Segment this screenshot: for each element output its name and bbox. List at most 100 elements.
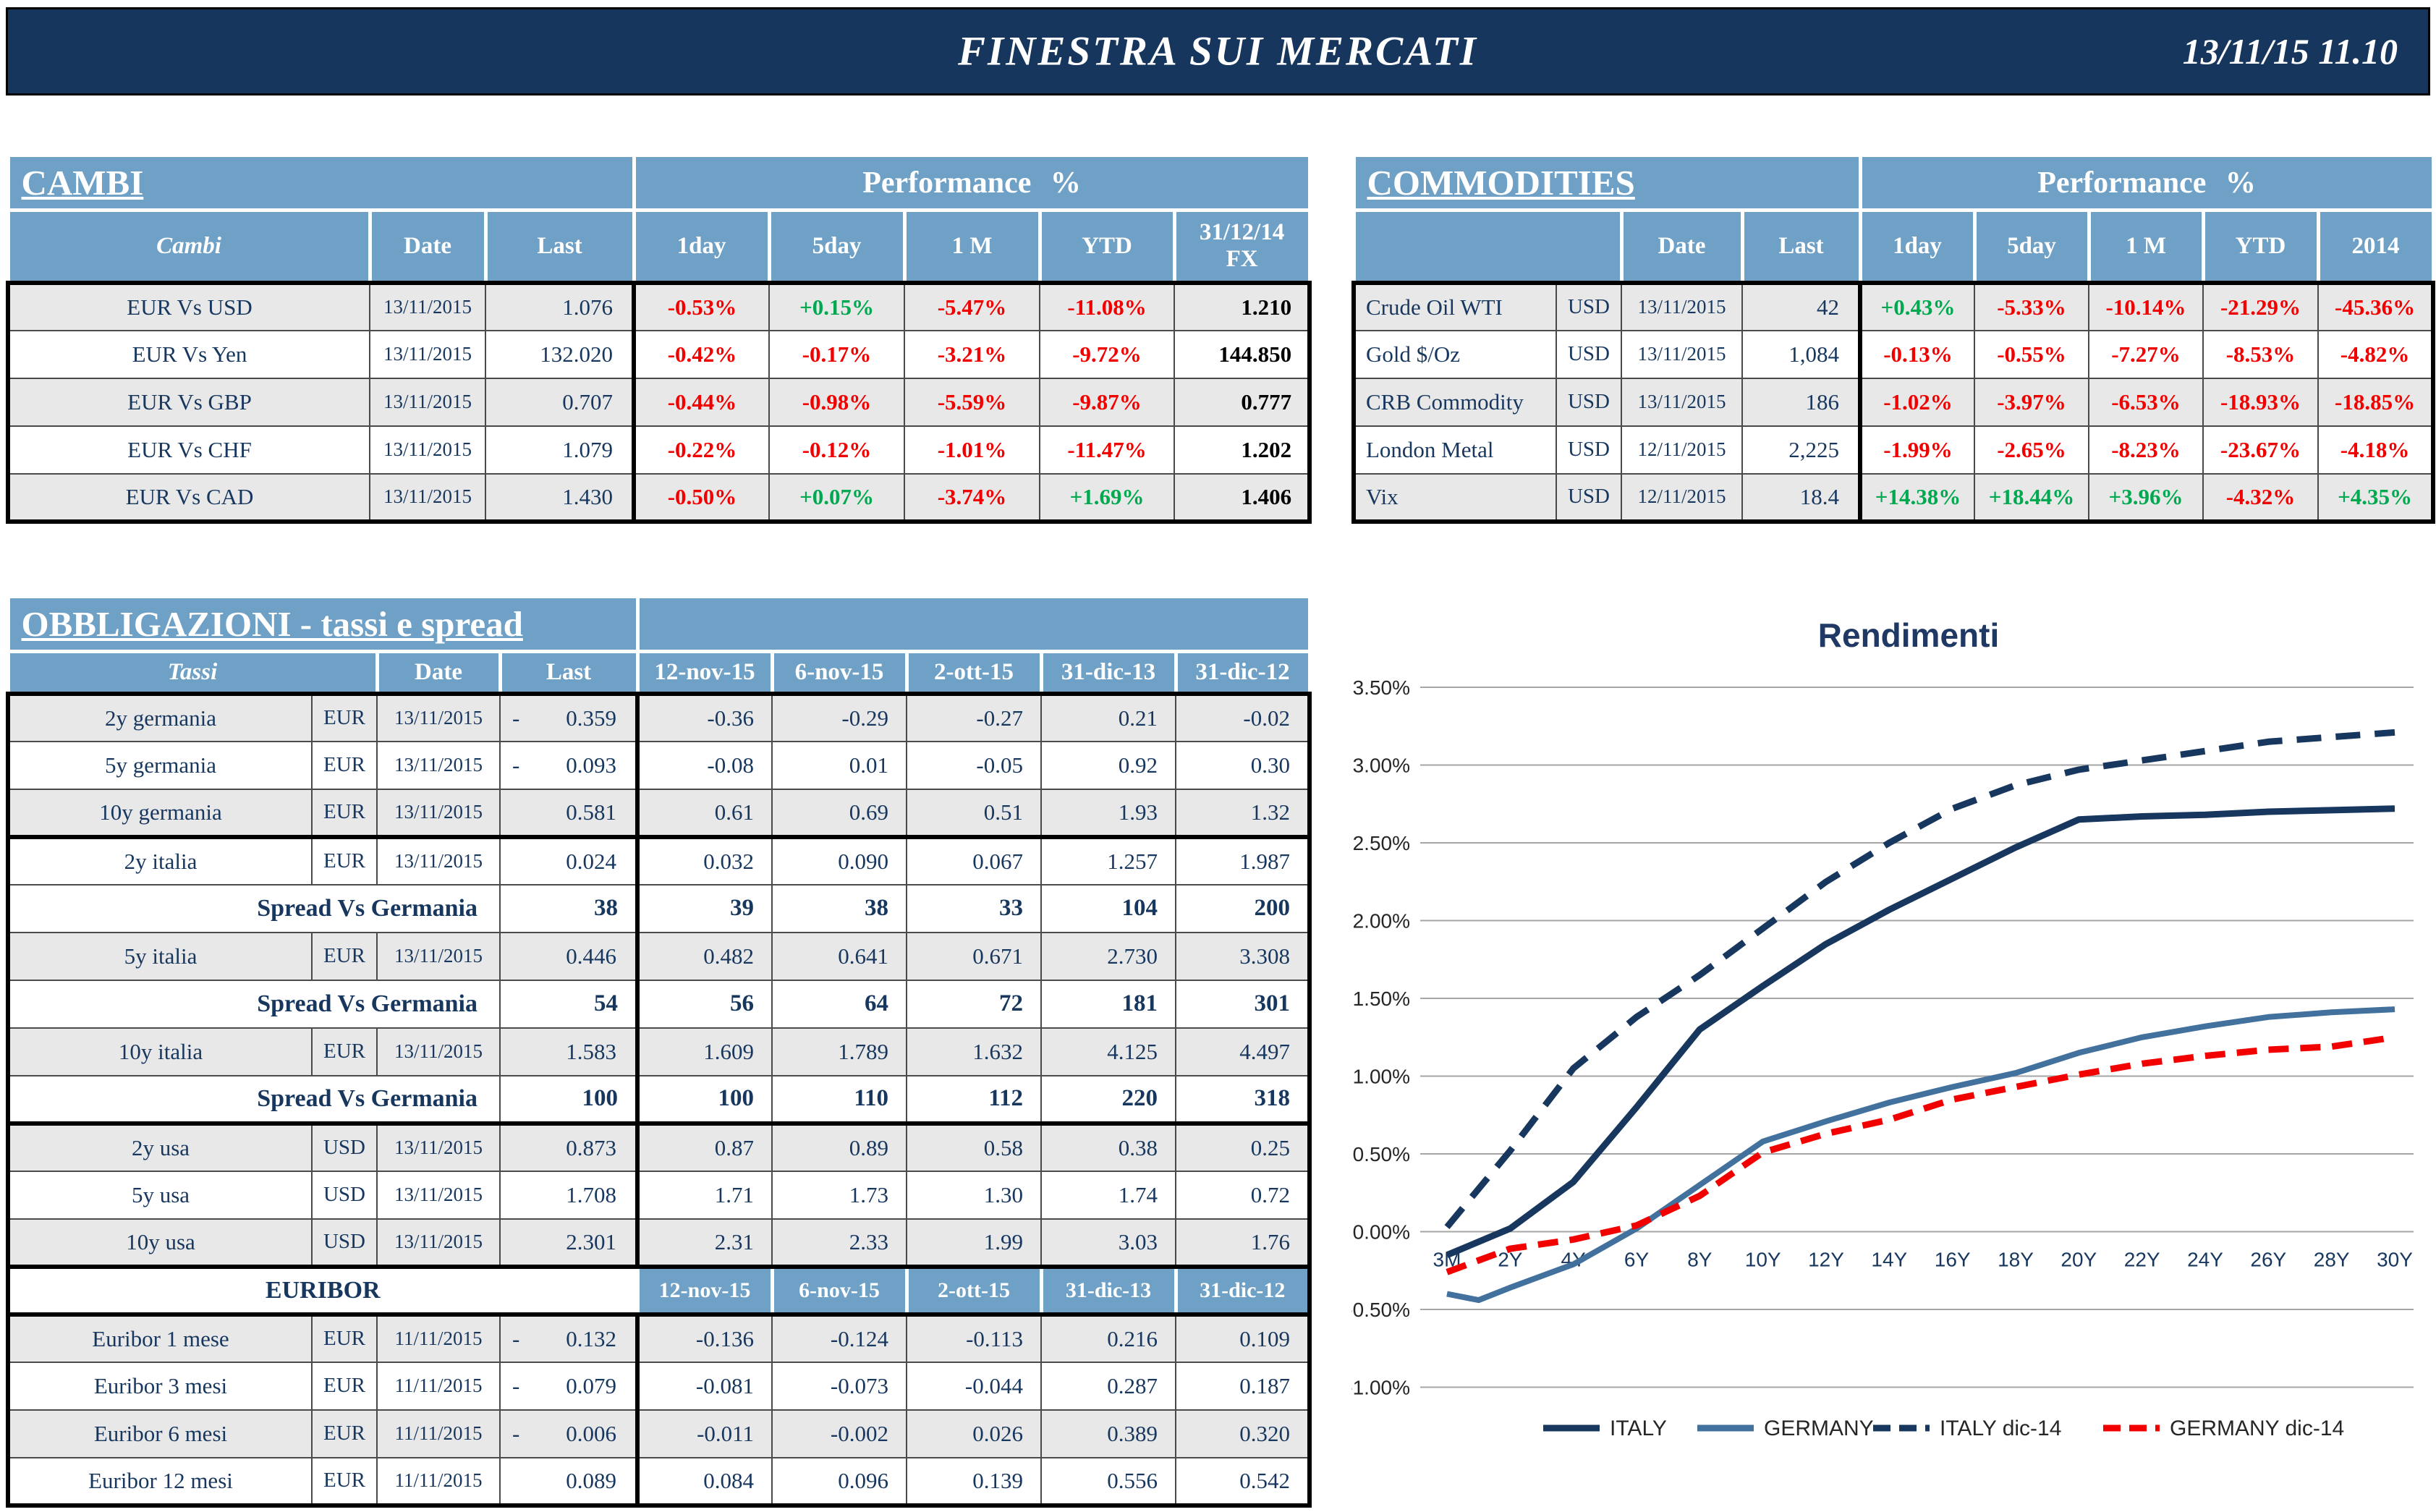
cell-date: 13/11/2015 (376, 1170, 501, 1220)
cell-value: 0.287 (1040, 1361, 1176, 1411)
cell-name: Vix (1351, 472, 1557, 524)
cell-last: 0.024 (499, 836, 638, 885)
col-31dic13: 31-dic-13 (1039, 1265, 1178, 1317)
cell-currency: USD (1556, 425, 1622, 475)
commodities-table: COMMODITIES Performance % Date Last 1day… (1351, 153, 2436, 524)
page-title: FINESTRA SUI MERCATI (958, 28, 1478, 75)
cell-last-value: 0.581 (566, 799, 616, 825)
cell-currency: USD (311, 1122, 378, 1172)
cell-value: -0.044 (906, 1361, 1042, 1411)
col-last: Last (498, 650, 640, 695)
table-row: 5y germania EUR 13/11/2015 -0.093 -0.08 … (6, 740, 1312, 790)
x-axis-label: 12Y (1808, 1249, 1844, 1271)
x-axis-label: 16Y (1935, 1249, 1971, 1271)
cell-value: 0.067 (906, 836, 1042, 885)
cell-value: 1.93 (1040, 788, 1176, 839)
cell-name: Euribor 6 mesi (6, 1409, 313, 1458)
cell-last: 0.707 (484, 377, 635, 427)
cell-last-value: 0.024 (566, 848, 616, 874)
x-axis-label: 18Y (1998, 1249, 2034, 1271)
negative-sign: - (512, 705, 520, 731)
series-GERMANY dic-14 (1446, 1034, 2395, 1275)
cell-date: 13/11/2015 (376, 836, 501, 885)
cell-perf-5day: -2.65% (1974, 425, 2090, 475)
negative-sign: - (512, 752, 520, 778)
y-axis-label: -0.50% (1351, 1299, 1410, 1321)
table-row: 5y italia EUR 13/11/2015 0.446 0.482 0.6… (6, 931, 1312, 981)
cell-currency: EUR (311, 1027, 378, 1076)
cell-last-value: 0.359 (566, 705, 616, 731)
col-5day: 5day (767, 208, 907, 284)
cell-date: 13/11/2015 (369, 329, 486, 379)
col-1day: 1day (632, 208, 771, 284)
cell-date: 13/11/2015 (369, 425, 486, 475)
col-2ott15: 2-ott-15 (904, 1265, 1043, 1317)
table-row: 5y usa USD 13/11/2015 1.708 1.71 1.73 1.… (6, 1170, 1312, 1220)
cell-date: 13/11/2015 (376, 931, 501, 981)
cell-perf-ytd: -11.47% (1039, 425, 1176, 475)
cell-date: 13/11/2015 (376, 691, 501, 742)
cell-name: 2y italia (6, 836, 313, 885)
table-row: 2y italia EUR 13/11/2015 0.024 0.032 0.0… (6, 836, 1312, 885)
cell-date: 13/11/2015 (376, 740, 501, 790)
cell-value: 100 (635, 1074, 773, 1126)
cell-value: -0.05 (906, 740, 1042, 790)
cell-value: 0.032 (635, 836, 773, 885)
cell-last: 1.079 (484, 425, 635, 475)
cell-last: 1.583 (499, 1027, 638, 1076)
cell-last: 100 (499, 1074, 638, 1126)
x-axis-label: 22Y (2124, 1249, 2160, 1271)
cell-last: 1,084 (1741, 329, 1862, 379)
table-row: 10y usa USD 13/11/2015 2.301 2.31 2.33 1… (6, 1218, 1312, 1269)
spread-row: Spread Vs Germania 54 56 64 72 181 301 (6, 979, 1312, 1029)
table-row: Crude Oil WTI USD 13/11/2015 42 +0.43% -… (1351, 280, 2436, 331)
cell-perf-5day: +18.44% (1974, 472, 2090, 524)
cell-last: - 0.132 (499, 1313, 638, 1363)
cell-perf-ytd: -9.87% (1039, 377, 1176, 427)
cell-perf-2014: +4.35% (2317, 472, 2436, 524)
cell-name: Euribor 1 mese (6, 1313, 313, 1363)
cambi-table: CAMBI Performance % Cambi Date Last 1day… (6, 153, 1312, 524)
cell-perf-1day: -1.02% (1858, 377, 1976, 427)
cambi-title-row: CAMBI Performance % (6, 153, 1312, 212)
cell-value: 0.084 (635, 1456, 773, 1508)
col-12nov15: 12-nov-15 (635, 650, 774, 695)
cell-name: Crude Oil WTI (1351, 280, 1557, 331)
cell-perf-5day: -5.33% (1974, 280, 2090, 331)
cell-value: 0.109 (1175, 1313, 1312, 1363)
obbligazioni-table: OBBLIGAZIONI - tassi e spread Tassi Date… (6, 595, 1312, 1508)
cell-last: - 0.359 (499, 691, 638, 742)
spread-row: Spread Vs Germania 100 100 110 112 220 3… (6, 1074, 1312, 1126)
cell-name: London Metal (1351, 425, 1557, 475)
commodities-title: COMMODITIES (1351, 153, 1862, 212)
cell-currency: EUR (311, 836, 378, 885)
cell-last: 132.020 (484, 329, 635, 379)
cell-value: 0.139 (906, 1456, 1042, 1508)
cell-name: 10y italia (6, 1027, 313, 1076)
cell-value: 1.632 (906, 1027, 1042, 1076)
cell-value: 39 (635, 883, 773, 933)
cell-perf-ytd: -11.08% (1039, 280, 1176, 331)
commodities-column-header-row: Date Last 1day 5day 1 M YTD 2014 (1351, 208, 2435, 284)
cell-fx: 1.202 (1174, 425, 1312, 475)
cell-value: 0.30 (1175, 740, 1312, 790)
cell-value: 110 (771, 1074, 907, 1126)
cell-value: 1.257 (1040, 836, 1176, 885)
header-datetime: 13/11/15 11.10 (2182, 31, 2398, 72)
cell-name: CRB Commodity (1351, 377, 1557, 427)
cell-last: 0.089 (499, 1456, 638, 1508)
x-axis-label: 20Y (2061, 1249, 2097, 1271)
cell-perf-ytd: -23.67% (2202, 425, 2320, 475)
cell-name: 5y italia (6, 931, 313, 981)
col-2ott15: 2-ott-15 (904, 650, 1043, 695)
cell-value: 64 (771, 979, 907, 1029)
cell-last-value: 0.006 (566, 1420, 616, 1446)
table-row: 2y usa USD 13/11/2015 0.873 0.87 0.89 0.… (6, 1122, 1312, 1172)
cell-date: 13/11/2015 (369, 472, 486, 524)
cell-value: 0.641 (771, 931, 907, 981)
series-ITALY dic-14 (1444, 729, 2395, 1229)
col-5day: 5day (1972, 208, 2091, 284)
cell-currency: EUR (311, 1361, 378, 1411)
cell-value: -0.113 (906, 1313, 1042, 1363)
cell-name: Euribor 3 mesi (6, 1361, 313, 1411)
